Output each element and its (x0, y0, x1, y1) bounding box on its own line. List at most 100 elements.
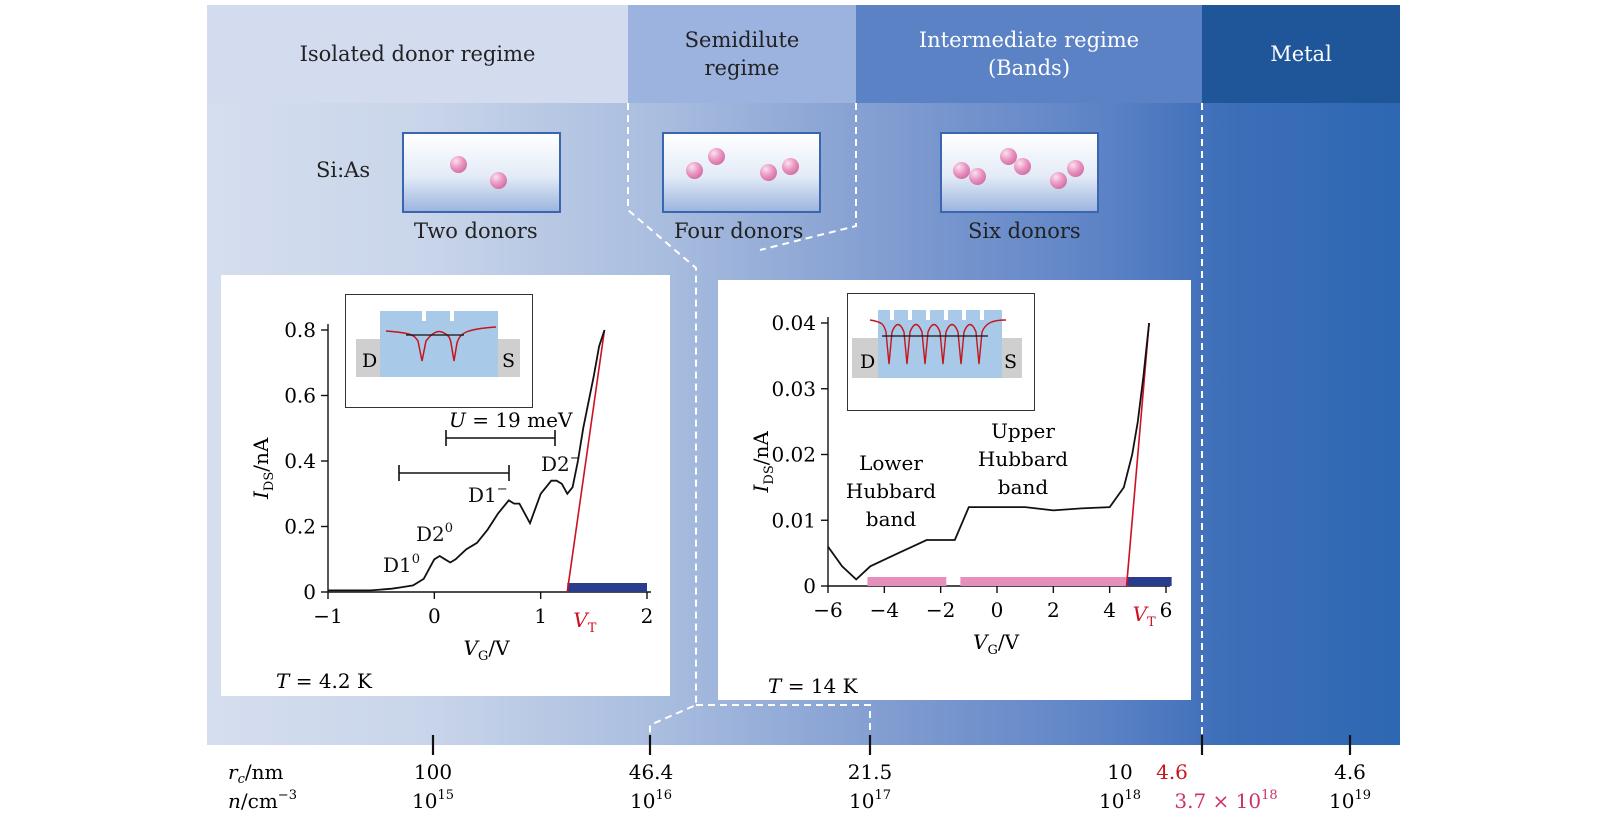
donor-dot (1014, 158, 1031, 175)
y-tick-label: 0.2 (284, 515, 316, 539)
rc-value: 4.6 (1334, 760, 1366, 784)
inset-right: D S (847, 293, 1035, 411)
regime-isolated-header: Isolated donor regime (207, 5, 628, 103)
n-value-highlight: 3.7 × 1018 (1174, 788, 1277, 813)
x-tick-label: 1 (534, 604, 547, 628)
chart-right-svg: −6 −4 −2 0 2 4 6 0 0.01 0.02 0.03 0.04 VT VG/V IDS/nA T… (749, 311, 1173, 698)
inset-right-gate-gap (908, 310, 912, 320)
y-tick-label: 0.03 (771, 377, 816, 401)
x-tick-label: 0 (428, 604, 441, 628)
inset-left-gate-gap (450, 311, 454, 321)
inset-drain-label: D (362, 350, 377, 372)
x-tick-label: 6 (1160, 598, 1173, 622)
sample-two-donors (402, 132, 561, 213)
inset-left-gate-gap (422, 311, 426, 321)
data-curve (827, 322, 1150, 581)
threshold-label: VT (1133, 602, 1156, 630)
data-curve (328, 329, 606, 592)
n-value: 1019 (1329, 788, 1371, 813)
upper-hubbard-label: Upper (991, 419, 1055, 443)
inset-left-channel (380, 311, 498, 377)
hubbard-band-bar (960, 577, 1127, 586)
temperature-label: T = 14 K (768, 674, 859, 698)
x-tick-label: −4 (870, 598, 899, 622)
inset-left: D S (345, 294, 533, 408)
upper-hubbard-label: band (998, 475, 1049, 499)
peak-label-d2-minus: D2− (541, 451, 581, 476)
donor-dot (969, 168, 986, 185)
inset-right-gate-gap (980, 310, 984, 320)
y-tick-label: 0.6 (284, 384, 316, 408)
n-value: 1015 (412, 788, 454, 813)
bottom-axis-svg: rc/nm n/cm−3 100 46.4 21.5 10 4.6 4.6 10… (228, 735, 1371, 813)
inset-right-gate-gap (962, 310, 966, 320)
y-tick-label: 0.02 (771, 443, 816, 467)
semidilute-zoom-right-guide (759, 103, 857, 251)
n-value: 1017 (849, 788, 891, 813)
sample-material-label: Si:As (316, 158, 371, 182)
threshold-label: VT (573, 608, 596, 636)
inset-left-drain-block (356, 339, 382, 377)
y-tick-label: 0.8 (284, 318, 316, 342)
temperature-label: T = 4.2 K (276, 669, 373, 693)
n-axis-label: n/cm−3 (228, 788, 297, 813)
n-value: 1016 (630, 788, 672, 813)
lower-hubbard-label: band (866, 507, 917, 531)
inset-right-gate-gap (890, 310, 894, 320)
regime-intermediate-line1: Intermediate regime (918, 28, 1140, 52)
donor-dot (782, 158, 799, 175)
x-tick-label: 2 (1047, 598, 1060, 622)
regime-semidilute-line2: regime (704, 56, 780, 80)
donor-dot (490, 172, 507, 189)
hubbard-band-bar (867, 577, 947, 586)
peak-label-d1-0: D10 (383, 552, 420, 577)
sample-six-donors-label: Six donors (968, 219, 1081, 243)
rc-value: 10 (1107, 760, 1132, 784)
bottom-axis-ticks (431, 735, 1352, 755)
donor-dot (1000, 148, 1017, 165)
regime-metal-header: Metal (1202, 5, 1400, 103)
regime-isolated-label: Isolated donor regime (299, 42, 536, 66)
regime-metal-label: Metal (1270, 42, 1332, 66)
x-tick-label: −1 (313, 604, 342, 628)
rc-value-highlight: 4.6 (1156, 760, 1188, 784)
sample-six-donors (940, 132, 1099, 213)
y-tick-label: 0.04 (771, 311, 816, 335)
donor-dot (1067, 160, 1084, 177)
sample-two-donors-label: Two donors (414, 219, 538, 243)
x-axis-label: VG/V (973, 630, 1020, 658)
inset-right-gate-gap (944, 310, 948, 320)
lower-hubbard-label: Lower (859, 451, 923, 475)
donor-dot (686, 162, 703, 179)
y-tick-label: 0.01 (771, 508, 816, 532)
y-axis-label: IDS/nA (749, 431, 777, 494)
y-tick-label: 0.4 (284, 449, 316, 473)
semidilute-bottom-guide (696, 704, 871, 745)
x-tick-label: −6 (813, 598, 842, 622)
inset-left-source-block (496, 339, 520, 377)
donor-dot (953, 162, 970, 179)
chart-panel-right: −6 −4 −2 0 2 4 6 0 0.01 0.02 0.03 0.04 VT VG/V IDS/nA T… (718, 280, 1191, 700)
x-tick-label: −2 (926, 598, 955, 622)
donor-dot (760, 164, 777, 181)
inset-source-label: S (502, 350, 515, 372)
peak-label-d1-minus: D1− (468, 482, 508, 507)
inset-source-label: S (1004, 351, 1017, 373)
conduction-band-bar (567, 583, 647, 592)
upper-hubbard-label: Hubbard (978, 447, 1068, 471)
inset-left-diagram: D S (356, 311, 520, 377)
donor-dot (708, 148, 725, 165)
semidilute-zoom-left-guide (627, 103, 697, 745)
inset-right-gate-gap (926, 310, 930, 320)
rc-axis-label: rc/nm (228, 760, 283, 787)
y-tick-label: 0 (303, 580, 316, 604)
donor-dot (450, 156, 467, 173)
lower-hubbard-label: Hubbard (846, 479, 936, 503)
regime-semidilute-line1: Semidilute (684, 28, 800, 52)
inset-right-diagram: D S (852, 310, 1022, 378)
rc-value: 21.5 (848, 760, 893, 784)
peak-label-d2-0: D20 (416, 521, 453, 546)
